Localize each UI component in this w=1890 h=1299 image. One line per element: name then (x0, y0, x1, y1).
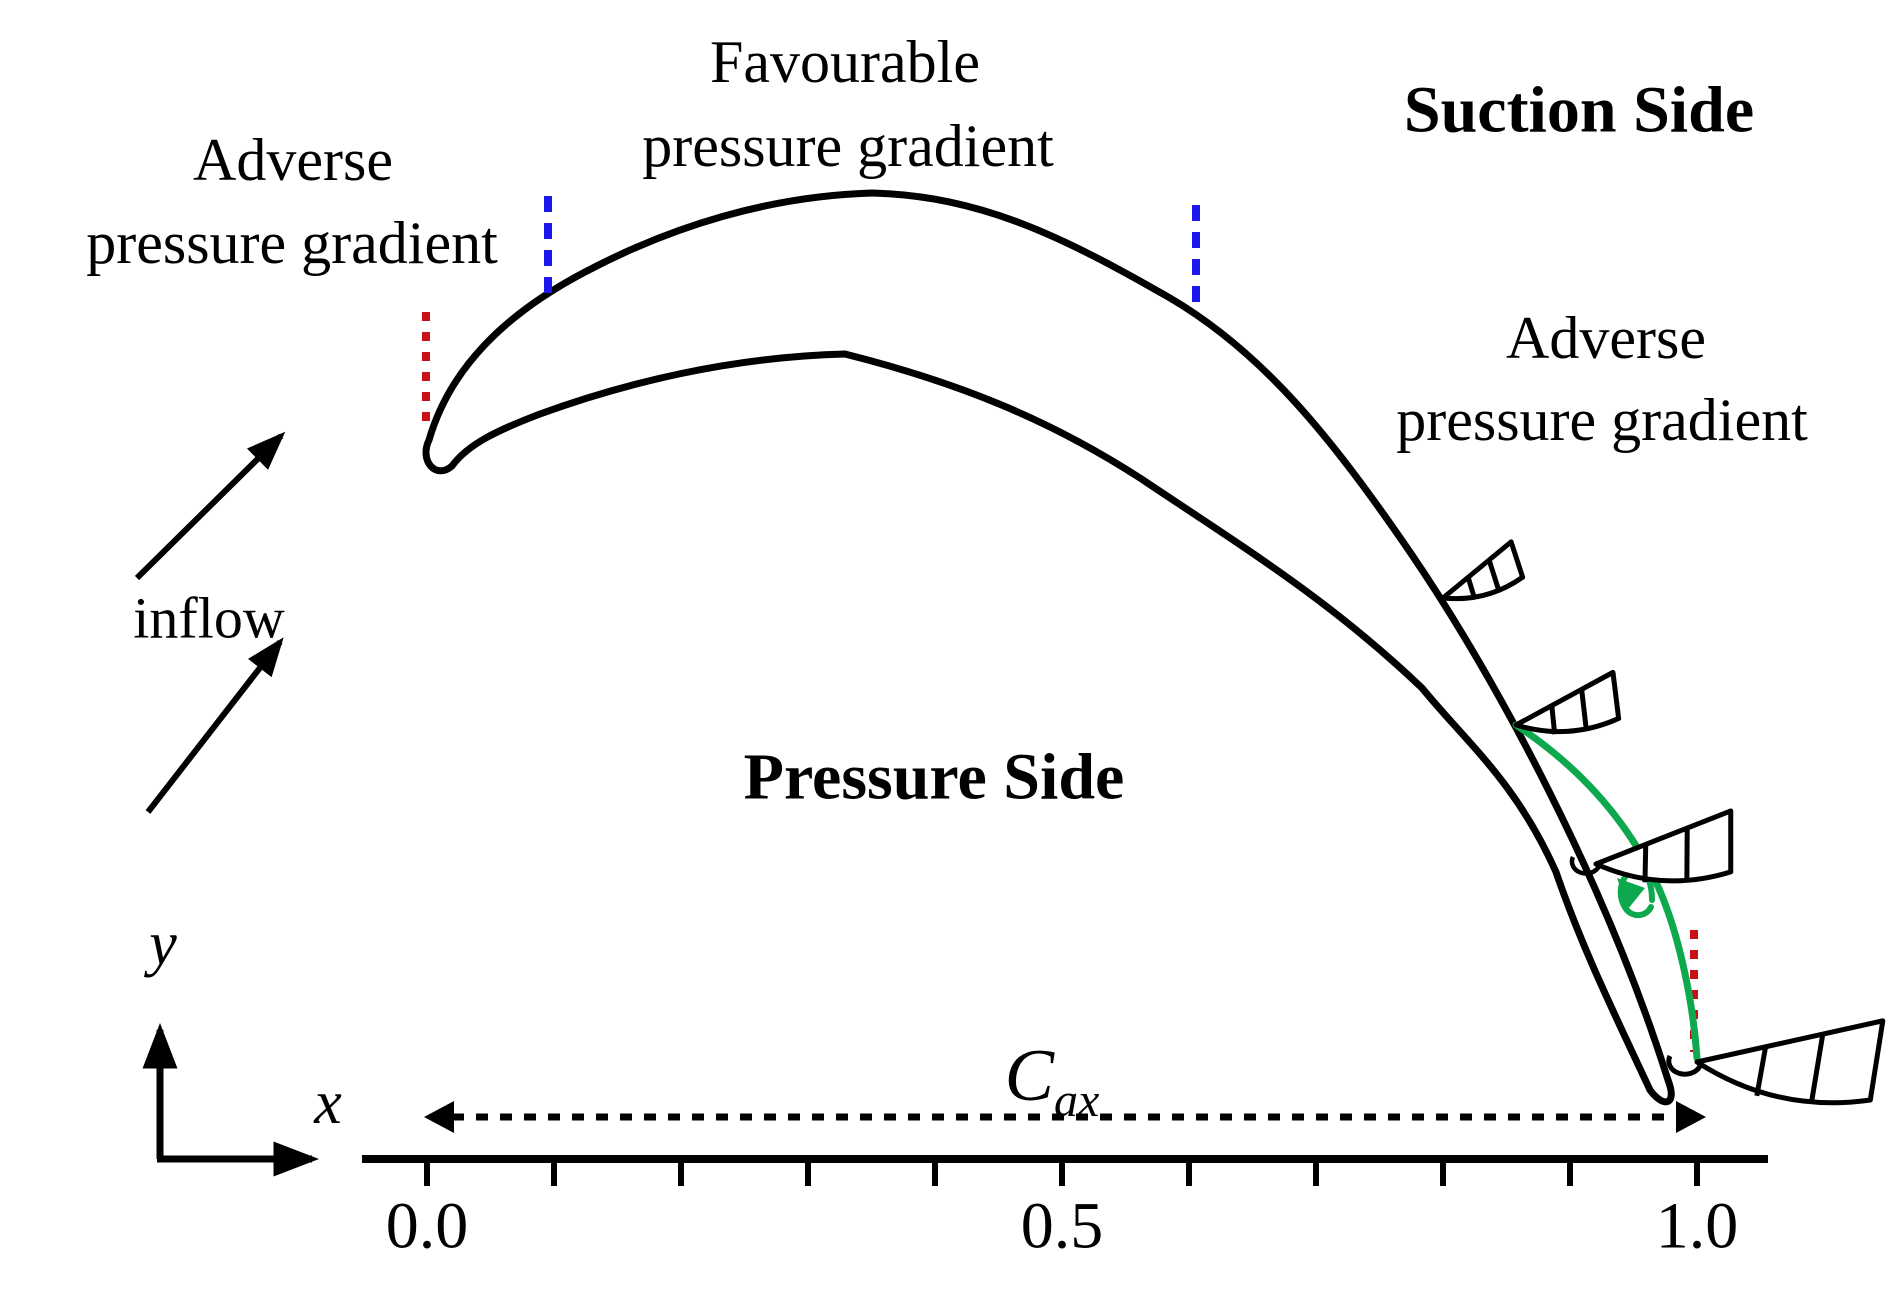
adverse-right-label-line2: pressure gradient (1396, 387, 1808, 453)
chord-axis: 0.0 0.5 1.0 (362, 1155, 1768, 1263)
reversed-flow-hook-icon (1569, 856, 1602, 876)
axis-tick-label-0: 0.0 (386, 1190, 469, 1263)
chord-arrowhead-right (1676, 1101, 1706, 1133)
chord-label: Cax (1005, 1035, 1100, 1127)
velocity-profile-icon (1431, 540, 1527, 612)
velocity-profiles (1431, 540, 1883, 1110)
velocity-profile-icon (1694, 999, 1883, 1110)
favourable-label-line1: Favourable (710, 29, 980, 95)
pressure-side-label: Pressure Side (744, 741, 1125, 814)
velocity-profile-icon (1594, 811, 1733, 884)
adverse-left-label-line1: Adverse (193, 127, 393, 193)
adverse-left-label-line2: pressure gradient (86, 210, 498, 276)
y-axis-label: y (143, 910, 177, 978)
favourable-label-line2: pressure gradient (642, 113, 1054, 179)
inflow-arrow-lower (145, 637, 284, 814)
annotations: Adverse pressure gradient Favourable pre… (86, 29, 1808, 814)
x-axis-label: x (313, 1069, 342, 1137)
axial-chord-arrow: Cax (424, 1035, 1706, 1133)
blade-outline (422, 189, 1675, 1106)
suction-side-label: Suction Side (1404, 74, 1754, 147)
inflow-group: inflow (133, 431, 286, 814)
inflow-arrow-upper (134, 431, 286, 581)
chord-arrowhead-left (424, 1101, 454, 1133)
coordinate-axes: y x (142, 910, 342, 1177)
reversed-flow-hook-icon (1666, 1054, 1703, 1077)
inflow-label: inflow (133, 586, 285, 651)
velocity-profile-icon (1510, 672, 1621, 740)
axis-tick-label-1: 1.0 (1656, 1190, 1739, 1263)
axis-ticks (424, 1159, 1700, 1186)
adverse-right-label-line1: Adverse (1506, 305, 1706, 371)
axis-tick-label-05: 0.5 (1021, 1190, 1104, 1263)
recirculation-arrowhead-icon (1617, 878, 1645, 909)
